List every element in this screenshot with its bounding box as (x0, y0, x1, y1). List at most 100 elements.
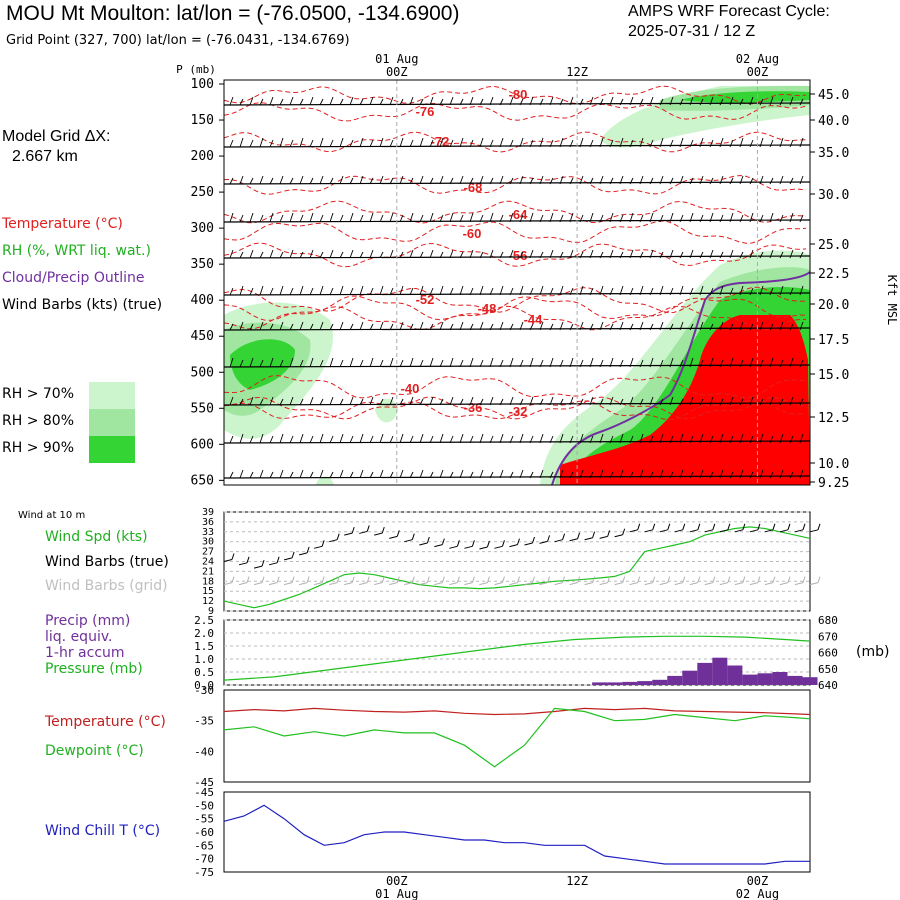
xs-wind-barb (659, 469, 664, 479)
temperature-contour (224, 375, 807, 399)
xs-wind-barb (509, 323, 514, 331)
xs-wind-barb (799, 359, 804, 368)
xs-wind-barb (769, 249, 774, 259)
wind-barb-grid (359, 582, 368, 586)
xs-wind-barb (439, 321, 444, 331)
wind-barb-true-flag (261, 559, 265, 567)
wind-barb-true-flag (456, 540, 460, 547)
xs-wind-barb (229, 96, 234, 106)
xs-wind-barb (399, 433, 404, 444)
temperature-line (223, 707, 811, 716)
wind-barb-grid (374, 582, 383, 586)
xs-wind-barb (269, 139, 274, 148)
xs-wind-barb (529, 323, 534, 331)
xs-wind-barb (569, 249, 574, 259)
xs-wind-barb (379, 98, 384, 106)
wind-barb-true (794, 529, 804, 533)
wind-barb-true (404, 539, 413, 543)
xs-wind-barb (449, 212, 454, 223)
xs-wind-barb (489, 249, 494, 259)
xs-ytick-label: 500 (191, 365, 214, 380)
xs-wind-barb (379, 285, 384, 296)
top-date-label: 02 Aug (736, 52, 779, 66)
xs-barb-row-line (224, 219, 810, 223)
xs-wind-barb (539, 359, 544, 368)
xs-wind-barb (789, 249, 794, 259)
xs-wind-barb (389, 435, 394, 444)
xs-wind-barb (599, 321, 604, 331)
pressure-ytick-label: 660 (818, 647, 838, 660)
temperature-contour-label: -76 (416, 104, 435, 119)
xs-wind-barb (259, 359, 264, 368)
xs-wind-barb (559, 137, 564, 148)
temperature-contour-label: -40 (401, 381, 420, 396)
wind-barb-grid (479, 582, 488, 586)
windchill-ytick-label: -70 (194, 853, 214, 866)
wind-barb-true-flag (411, 533, 415, 540)
xs-wind-barb (329, 249, 334, 259)
xs-barb-row-line (224, 364, 810, 368)
page-title: MOU Mt Moulton: lat/lon = (-76.0500, -13… (6, 2, 460, 25)
xs-wind-barb (579, 214, 584, 223)
xs-wind-barb (719, 137, 724, 148)
pressure-line (223, 635, 811, 681)
xs-wind-barb (529, 471, 534, 479)
xs-wind-barb (659, 359, 664, 368)
xs-wind-barb (549, 435, 554, 444)
xs-wind-barb (669, 323, 674, 331)
xs-wind-barb (629, 287, 634, 296)
xs-wind-barb (249, 396, 254, 406)
xs-wind-barb (399, 98, 404, 106)
xs-wind-barb (459, 137, 464, 148)
xs-wind-barb (249, 249, 254, 259)
wind-ytick-label: 21 (202, 566, 214, 577)
xs-wind-barb (779, 214, 784, 223)
windchill-line (223, 804, 810, 865)
wind-barb-grid (434, 582, 443, 586)
xs-wind-barb (609, 96, 614, 106)
rh90-region-left (230, 339, 295, 390)
xs-wind-barb (609, 177, 614, 185)
forecast-cycle: AMPS WRF Forecast Cycle: 2025-07-31 / 12… (628, 2, 830, 42)
wind-barb-grid-flag (652, 576, 656, 583)
xs-wind-barb (479, 469, 484, 479)
pressure-ytick-label: 680 (818, 614, 838, 627)
xs-wind-barb (349, 139, 354, 148)
xs-wind-barb (579, 251, 584, 259)
xs-wind-barb (229, 249, 234, 259)
xs-wind-barb (249, 139, 254, 148)
wind-barb-true-flag (652, 523, 656, 530)
xs-wind-barb (379, 359, 384, 368)
xs-wind-barb (769, 471, 774, 479)
xs-wind-barb (789, 357, 794, 368)
xs-wind-barb (509, 139, 514, 148)
xs-wind-barb (679, 398, 684, 406)
xs-wind-barb (409, 357, 414, 368)
xs-wind-barb (749, 396, 754, 406)
wind-barb-true (223, 559, 233, 562)
pressure-label: Pressure (mb) (45, 661, 143, 677)
xs-wind-barb (539, 285, 544, 296)
legend-rh90: RH > 90% (2, 440, 75, 456)
wind-barb-true (449, 545, 458, 549)
xs-wind-barb (469, 177, 474, 185)
xs-wind-barb (249, 287, 254, 296)
xs-wind-barb (589, 357, 594, 368)
temp-ytick-label: -40 (194, 745, 214, 758)
xs-wind-barb (419, 469, 424, 479)
xs-wind-barb (429, 287, 434, 296)
xs-wind-barb (579, 433, 584, 444)
xs-wind-barb (609, 212, 614, 223)
xs-wind-barb (599, 359, 604, 368)
xs-wind-barb (289, 212, 294, 223)
xs-wind-barb (469, 435, 474, 444)
wind-barb-true (809, 529, 819, 533)
xs-wind-barb (479, 433, 484, 444)
wind-barb-grid-flag (547, 576, 551, 583)
xs-wind-barb (649, 139, 654, 148)
wind-barb-true-flag (351, 526, 355, 534)
xs-wind-barb (639, 251, 644, 259)
wind-barb-grid-flag (261, 576, 265, 583)
xs-ytick-label: 550 (191, 401, 214, 416)
xs-wind-barb (719, 285, 724, 296)
